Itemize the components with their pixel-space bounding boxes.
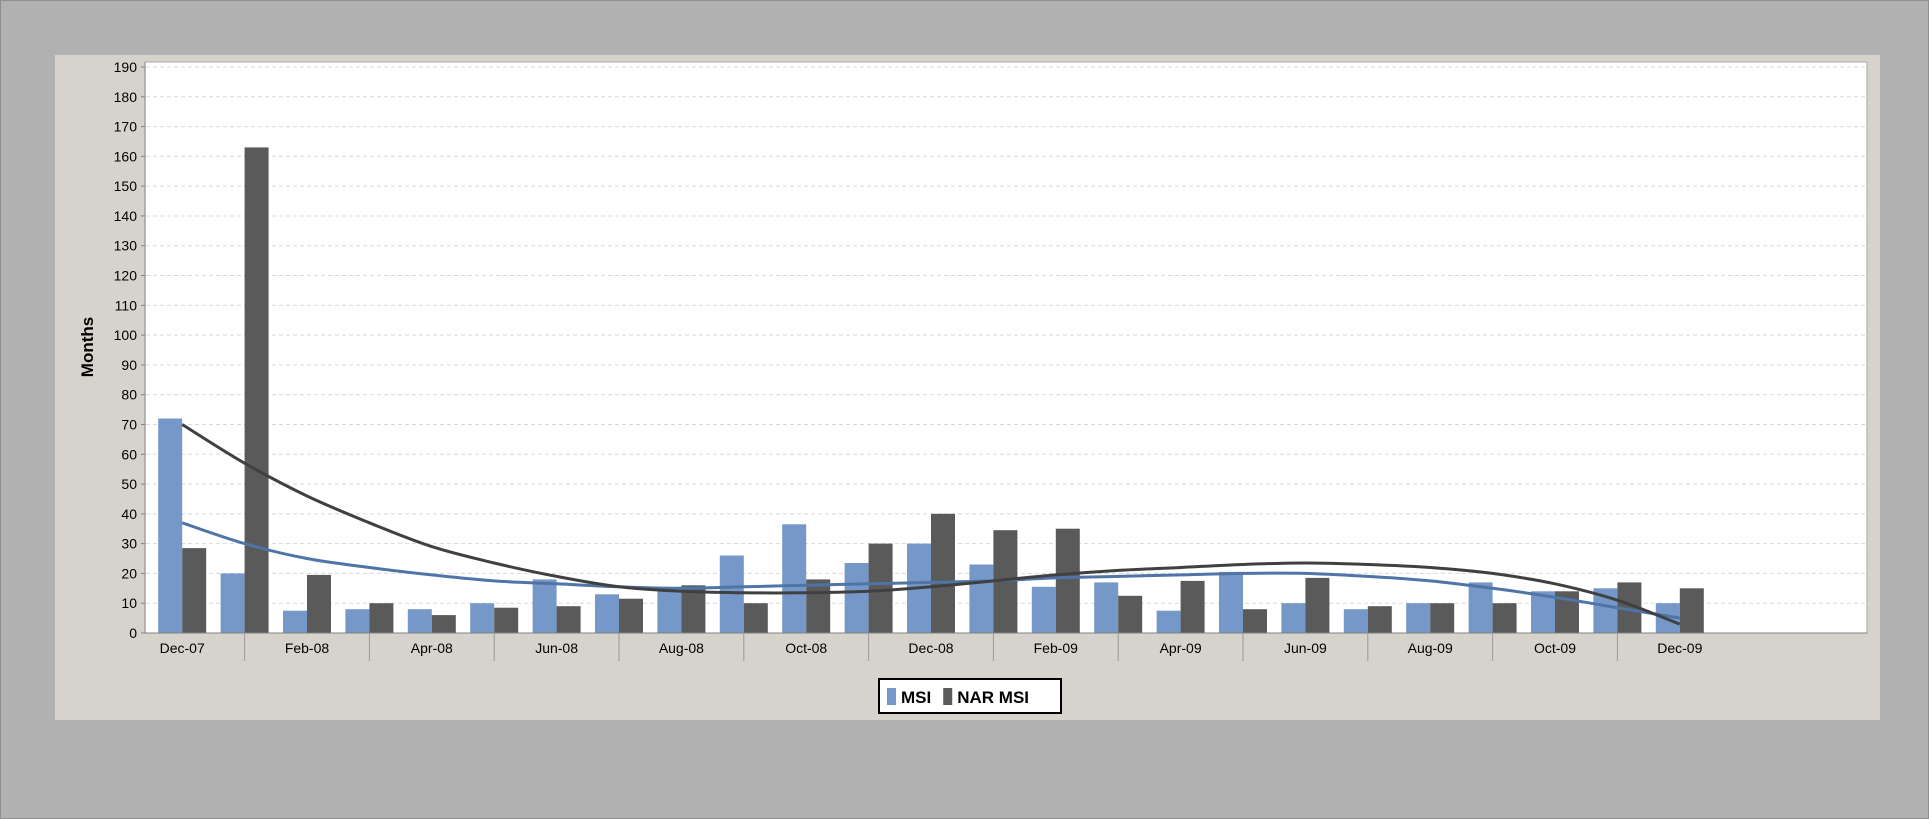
bar-nar-msi [1305, 577, 1330, 633]
x-tick-label: Feb-08 [285, 640, 330, 656]
x-tick-label: Dec-08 [908, 640, 953, 656]
x-tick-label: Apr-08 [411, 640, 453, 656]
y-tick-label: 40 [121, 506, 137, 522]
x-tick-label: Oct-08 [785, 640, 827, 656]
bar-nar-msi [369, 603, 394, 633]
bar-msi [1343, 609, 1368, 633]
x-tick-label: Apr-09 [1160, 640, 1202, 656]
bar-nar-msi [931, 513, 955, 633]
x-tick-label: Dec-09 [1657, 640, 1702, 656]
bar-nar-msi [182, 548, 207, 633]
x-tick-label: Feb-09 [1034, 640, 1079, 656]
x-tick-label: Aug-09 [1408, 640, 1453, 656]
trendline-msi [181, 521, 1681, 620]
y-tick-label: 30 [121, 536, 137, 552]
bar-msi [1156, 610, 1181, 633]
bar-msi [1031, 586, 1056, 633]
y-tick-label: 140 [114, 208, 138, 224]
bar-msi [283, 610, 307, 633]
bar-msi [158, 418, 183, 633]
bar-msi [470, 603, 495, 633]
y-tick-label: 130 [114, 238, 138, 254]
y-tick-label: 190 [114, 59, 138, 75]
bar-msi [1281, 603, 1306, 633]
bar-msi [407, 609, 432, 633]
bar-nar-msi [1430, 603, 1455, 633]
x-tick-label: Jun-08 [535, 640, 578, 656]
bar-nar-msi [743, 603, 768, 633]
bar-nar-msi [556, 606, 581, 633]
bar-nar-msi [1367, 606, 1392, 633]
bar-nar-msi [494, 607, 519, 633]
legend-swatch [943, 688, 953, 705]
bar-msi [719, 555, 744, 633]
y-tick-label: 60 [121, 446, 137, 462]
legend-swatch [887, 688, 896, 705]
y-tick-label: 50 [121, 476, 137, 492]
bar-msi [1219, 571, 1243, 633]
y-tick-label: 110 [115, 297, 138, 313]
axes: 0 10 20 30 40 50 60 70 80 90 100 110 120 130 140 150 160… [114, 59, 1867, 661]
legend: MSI NAR MSI [878, 678, 1062, 714]
x-tick-label: Aug-08 [659, 640, 704, 656]
y-tick-label: 160 [114, 148, 138, 164]
trendline-nar-msi [181, 423, 1681, 626]
y-tick-label: 120 [114, 268, 138, 284]
bar-nar-msi [307, 574, 331, 633]
bar-msi [1531, 591, 1555, 633]
bar-msi [1406, 603, 1431, 633]
legend-box [878, 678, 1062, 714]
bar-nar-msi [806, 579, 831, 633]
bar-nar-msi [1243, 609, 1267, 633]
bar-msi [345, 609, 370, 633]
y-tick-label: 100 [114, 327, 138, 343]
trendlines [181, 423, 1681, 626]
y-tick-label: 70 [121, 416, 137, 432]
y-tick-label: 90 [121, 357, 137, 373]
bar-nar-msi [1118, 595, 1143, 633]
bar-nar-msi [619, 598, 643, 633]
bar-nar-msi [1180, 580, 1205, 633]
bar-nar-msi [1492, 603, 1517, 633]
bar-msi [220, 573, 245, 633]
bar-nar-msi [868, 543, 893, 633]
chart-panel: 0 10 20 30 40 50 60 70 80 90 100 110 120 130 140 150 160… [55, 55, 1880, 720]
chart-svg: 0 10 20 30 40 50 60 70 80 90 100 110 120 130 140 150 160… [78, 59, 1868, 714]
bar-msi [969, 564, 994, 633]
bar-msi [657, 591, 682, 633]
bar-nar-msi [244, 147, 269, 633]
bar-msi [595, 594, 619, 633]
bar-msi [782, 524, 807, 633]
x-tick-label: Jun-09 [1284, 640, 1327, 656]
x-tick-label: Oct-09 [1534, 640, 1576, 656]
bar-nar-msi [1679, 588, 1704, 633]
bar-nar-msi [1055, 528, 1080, 633]
x-tick-label: Dec-07 [160, 640, 205, 656]
bar-msi [1468, 582, 1493, 633]
y-tick-label: 170 [114, 119, 138, 135]
bar-msi [532, 579, 557, 633]
y-tick-label: 150 [114, 178, 138, 194]
y-tick-label: 10 [121, 595, 137, 611]
bar-msi [1094, 582, 1119, 633]
bar-msi [844, 563, 869, 633]
legend-label: MSI [901, 688, 931, 707]
y-tick-label: 80 [121, 387, 137, 403]
y-tick-label: 20 [121, 565, 137, 581]
legend-label: NAR MSI [957, 688, 1029, 707]
y-tick-label: 0 [129, 625, 137, 641]
y-tick-label: 180 [114, 89, 138, 105]
bar-nar-msi [431, 615, 456, 633]
y-axis-title: Months [78, 317, 97, 377]
